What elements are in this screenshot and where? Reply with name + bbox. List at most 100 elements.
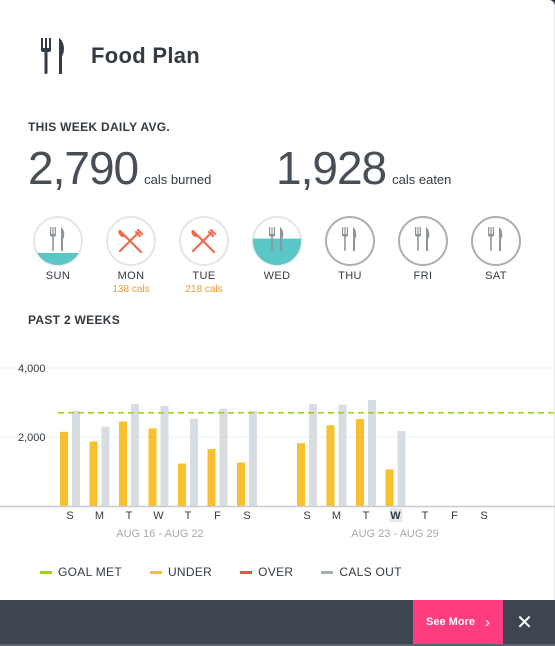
calories-chart: 2,000 4,000 S M T W T F S S M T W T F S AUG 16 - AUG 22 A… <box>0 363 555 540</box>
x-tick-label: F <box>214 510 221 522</box>
bar-under <box>297 443 305 506</box>
knife-blade <box>118 230 125 238</box>
x-tick-label: F <box>451 510 458 522</box>
day-thu[interactable]: THU <box>320 215 380 282</box>
day-label: THU <box>338 270 362 282</box>
legend-label: CALS OUT <box>339 565 402 579</box>
day-circle <box>179 216 229 266</box>
food-plan-card: Food Plan THIS WEEK DAILY AVG. 2,790 cal… <box>0 0 555 600</box>
bar-under <box>89 441 98 506</box>
fork-knife-icon <box>41 38 64 74</box>
day-circle <box>325 216 375 266</box>
chevron-right-icon: › <box>484 613 490 631</box>
legend-item: OVER <box>240 565 293 579</box>
footer-bar: See More › ✕ <box>0 600 555 646</box>
day-label: WED <box>263 270 291 282</box>
day-sun[interactable]: SUN <box>28 215 88 282</box>
day-sat[interactable]: SAT <box>466 215 526 282</box>
fork-knife-icon <box>50 227 65 251</box>
day-circle <box>471 216 521 266</box>
bar-cals-out <box>368 400 376 506</box>
day-over-cals: 218 cals <box>185 284 223 295</box>
page-title: Food Plan <box>91 43 201 68</box>
day-label: TUE <box>192 270 216 282</box>
card-header: Food Plan <box>40 36 200 76</box>
bar-cals-out <box>101 426 110 506</box>
knife-blade <box>191 230 198 238</box>
week-range-label: AUG 23 - AUG 29 <box>351 528 438 540</box>
day-label: MON <box>117 270 145 282</box>
x-tick-label: T <box>126 510 133 522</box>
cals-eaten-unit: cals eaten <box>392 172 452 187</box>
weekly-avg-label: THIS WEEK DAILY AVG. <box>28 120 171 134</box>
legend-label: OVER <box>258 565 294 579</box>
legend-swatch <box>149 570 162 574</box>
bar-under <box>326 425 335 506</box>
x-tick-label: S <box>480 510 487 522</box>
bar-cals-out <box>397 431 406 506</box>
x-tick-label: S <box>303 510 310 522</box>
x-tick-label: T <box>363 510 370 522</box>
cals-eaten-stat: 1,928 cals eaten <box>276 141 451 195</box>
day-circle <box>252 216 302 266</box>
day-tue[interactable]: TUE 218 cals <box>174 215 234 295</box>
x-tick-label: M <box>332 510 341 522</box>
x-tick-label: T <box>422 510 429 522</box>
footer-strip <box>8 600 413 644</box>
crossed-utensils-icon <box>191 228 217 254</box>
day-label: SAT <box>485 270 507 282</box>
cals-eaten-value: 1,928 <box>276 142 387 194</box>
fork-knife-icon <box>342 227 357 251</box>
fork-knife-icon <box>488 227 503 251</box>
bar-under <box>385 469 394 506</box>
legend-item: GOAL MET <box>40 565 122 579</box>
day-circle <box>398 216 448 266</box>
bar-under <box>60 431 68 506</box>
bar-cals-out <box>249 410 257 506</box>
bar-cals-out <box>72 410 80 506</box>
close-icon: ✕ <box>516 611 533 634</box>
bar-cals-out <box>219 408 228 506</box>
legend-label: GOAL MET <box>58 565 122 579</box>
day-mon[interactable]: MON 138 cals <box>101 215 161 295</box>
chart-legend: GOAL MET UNDER OVER CALS OUT <box>40 565 430 579</box>
week-range-label: AUG 16 - AUG 22 <box>116 528 203 540</box>
legend-item: UNDER <box>149 565 213 579</box>
bar-cals-out <box>309 404 317 506</box>
past-weeks-label: PAST 2 WEEKS <box>28 313 121 327</box>
today-highlight <box>389 508 403 522</box>
day-label: SUN <box>45 270 71 282</box>
bar-under <box>119 421 127 506</box>
day-wed[interactable]: WED <box>247 215 307 282</box>
bar-cals-out <box>190 418 198 506</box>
y-tick-label: 2,000 <box>18 432 46 444</box>
week-days: SUN MON 138 cals TUE 218 cals WED THU FRI SAT <box>28 215 538 315</box>
bar-cals-out <box>338 404 347 506</box>
x-tick-label: W <box>153 510 164 522</box>
legend-swatch <box>40 570 52 574</box>
x-tick-label: T <box>185 510 192 522</box>
fork-knife-icon <box>415 227 430 251</box>
bar-cals-out <box>131 404 139 506</box>
x-tick-label: S <box>66 510 73 522</box>
bar-under <box>148 428 157 506</box>
day-fill <box>34 253 82 265</box>
legend-item: CALS OUT <box>321 565 401 579</box>
fork-knife-icon <box>269 227 284 251</box>
cals-burned-stat: 2,790 cals burned <box>28 141 211 195</box>
legend-label: UNDER <box>167 565 213 579</box>
bar-under <box>178 463 186 506</box>
close-button[interactable]: ✕ <box>503 600 546 644</box>
day-circle <box>106 216 156 266</box>
see-more-button[interactable]: See More › <box>413 600 503 644</box>
bar-under <box>207 449 216 506</box>
background-bottom <box>0 644 555 646</box>
bar-under <box>356 419 364 506</box>
bar-cals-out <box>160 405 169 506</box>
day-circle <box>33 216 83 266</box>
day-fri[interactable]: FRI <box>393 215 453 282</box>
x-tick-label: S <box>243 510 250 522</box>
y-tick-label: 4,000 <box>18 363 46 375</box>
day-label: FRI <box>413 270 433 282</box>
day-fill <box>253 238 301 265</box>
